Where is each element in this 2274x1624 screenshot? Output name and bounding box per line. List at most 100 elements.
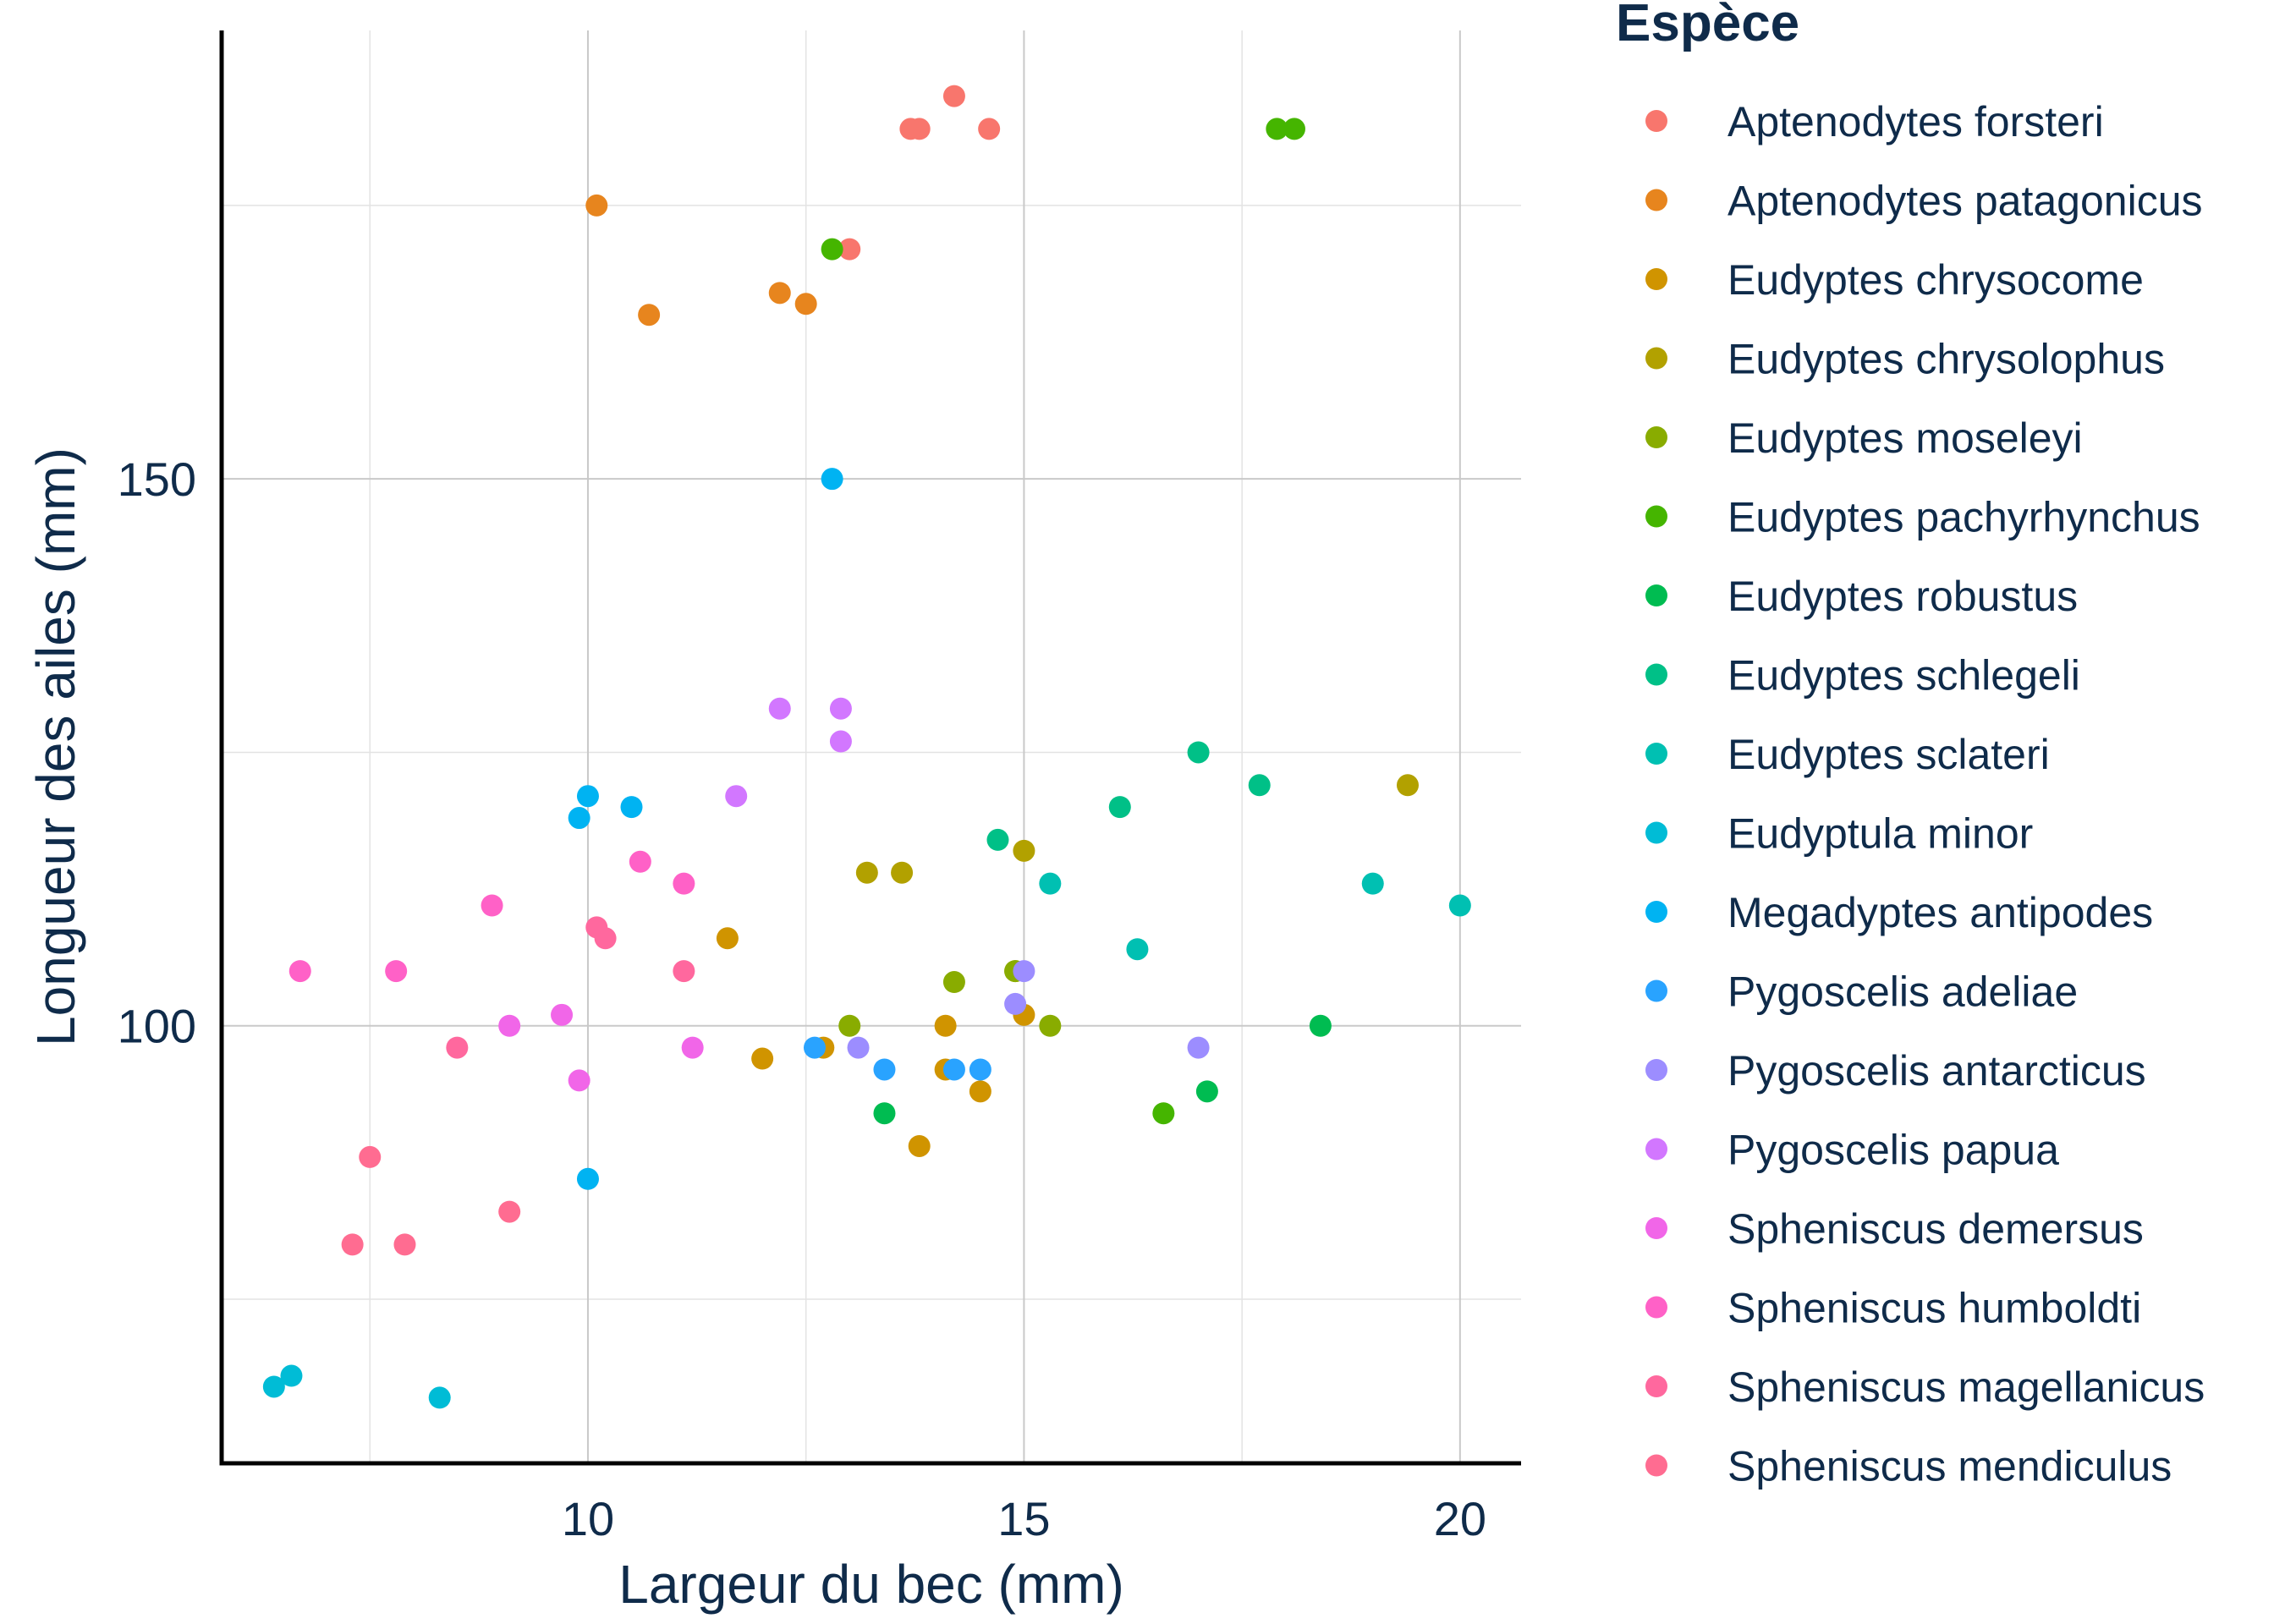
legend-label-9: Eudyptula minor [1727,810,2033,858]
x-tick-labels: 10 15 20 [562,1492,1486,1545]
point-s10-4 [576,1167,599,1190]
point-s8-2 [1361,872,1384,895]
point-s1-1 [768,282,791,304]
legend-key-5 [1645,505,1667,528]
legend: Aptenodytes forsteri Aptenodytes patagoni… [1645,98,2205,1490]
point-s0-4 [838,238,861,261]
x-tick-label-1: 15 [997,1492,1050,1545]
legend-key-12 [1645,1059,1667,1081]
point-s17-2 [393,1233,416,1256]
point-s17-0 [359,1145,382,1168]
legend-label-14: Spheniscus demersus [1727,1205,2144,1253]
point-s16-2 [594,927,617,950]
legend-label-10: Megadyptes antipodes [1727,889,2153,936]
point-s15-1 [385,960,408,983]
point-s9-2 [428,1386,451,1409]
point-s6-1 [1195,1080,1218,1103]
legend-key-6 [1645,584,1667,606]
point-s3-2 [1013,839,1035,862]
legend-label-15: Spheniscus humboldti [1727,1285,2141,1332]
point-s16-3 [673,960,695,983]
legend-label-0: Aptenodytes forsteri [1727,98,2104,145]
point-s5-1 [1266,118,1288,140]
point-s13-1 [829,697,852,720]
legend-key-0 [1645,110,1667,132]
legend-label-17: Spheniscus mendiculus [1727,1443,2172,1490]
x-tick-label-0: 10 [562,1492,614,1545]
point-s1-3 [638,304,661,326]
plot-background [222,30,1521,1463]
legend-key-14 [1645,1217,1667,1239]
point-s12-0 [847,1036,870,1059]
point-s10-3 [568,807,590,830]
y-tick-label-1: 150 [118,453,196,506]
legend-key-2 [1645,268,1667,290]
legend-key-7 [1645,663,1667,686]
point-s14-3 [681,1036,704,1059]
point-s7-2 [1187,741,1210,764]
point-s11-2 [942,1058,965,1081]
legend-key-16 [1645,1375,1667,1397]
legend-label-2: Eudyptes chrysocome [1727,256,2144,304]
y-tick-labels: 100 150 [118,453,196,1053]
point-s0-2 [908,118,931,140]
point-s15-4 [673,872,695,895]
point-s4-1 [942,971,965,994]
legend-label-1: Aptenodytes patagonicus [1727,178,2203,225]
point-s11-0 [803,1036,826,1059]
data-points [262,85,1471,1409]
point-s17-1 [341,1233,364,1256]
point-s0-3 [978,118,1001,140]
legend-label-6: Eudyptes robustus [1727,573,2078,620]
grid [222,30,1521,1463]
legend-label-12: Pygoscelis antarcticus [1727,1047,2146,1095]
point-s5-0 [821,238,843,261]
point-s15-0 [288,960,311,983]
point-s4-3 [1039,1014,1062,1037]
x-axis-title: Largeur du bec (mm) [618,1554,1124,1615]
legend-label-5: Eudyptes pachyrhynchus [1727,494,2200,541]
point-s4-0 [838,1014,861,1037]
legend-label-8: Eudyptes sclateri [1727,731,2050,778]
point-s7-3 [1248,774,1271,797]
point-s8-0 [1039,872,1062,895]
legend-label-13: Pygoscelis papua [1727,1127,2059,1174]
point-s8-3 [1448,894,1471,917]
legend-label-3: Eudyptes chrysolophus [1727,336,2165,383]
legend-label-7: Eudyptes schlegeli [1727,652,2080,700]
point-s6-2 [1309,1014,1332,1037]
point-s10-2 [620,796,643,819]
x-tick-label-2: 20 [1434,1492,1486,1545]
point-s2-7 [908,1134,931,1157]
legend-key-17 [1645,1454,1667,1477]
point-s0-0 [942,85,965,107]
legend-key-10 [1645,901,1667,923]
point-s11-1 [873,1058,896,1081]
point-s13-0 [768,697,791,720]
legend-key-13 [1645,1138,1667,1160]
point-s7-1 [1108,796,1131,819]
point-s2-1 [751,1047,774,1070]
point-s9-0 [262,1375,285,1398]
point-s16-0 [446,1036,469,1059]
point-s1-2 [794,293,817,315]
point-s2-5 [969,1080,991,1103]
legend-key-3 [1645,347,1667,370]
point-s3-3 [1396,774,1419,797]
point-s12-3 [1187,1036,1210,1059]
legend-key-15 [1645,1296,1667,1319]
legend-key-11 [1645,979,1667,1002]
legend-label-16: Spheniscus magellanicus [1727,1363,2205,1411]
point-s14-0 [551,1003,574,1026]
point-s5-2 [1283,118,1305,140]
legend-key-4 [1645,426,1667,448]
legend-title: Espèce [1616,0,1799,52]
legend-label-4: Eudyptes moseleyi [1727,414,2083,462]
legend-key-1 [1645,189,1667,211]
point-s13-3 [725,785,748,808]
point-s6-0 [873,1102,896,1125]
point-s13-2 [829,730,852,753]
point-s11-3 [969,1058,991,1081]
point-s14-2 [568,1069,590,1092]
